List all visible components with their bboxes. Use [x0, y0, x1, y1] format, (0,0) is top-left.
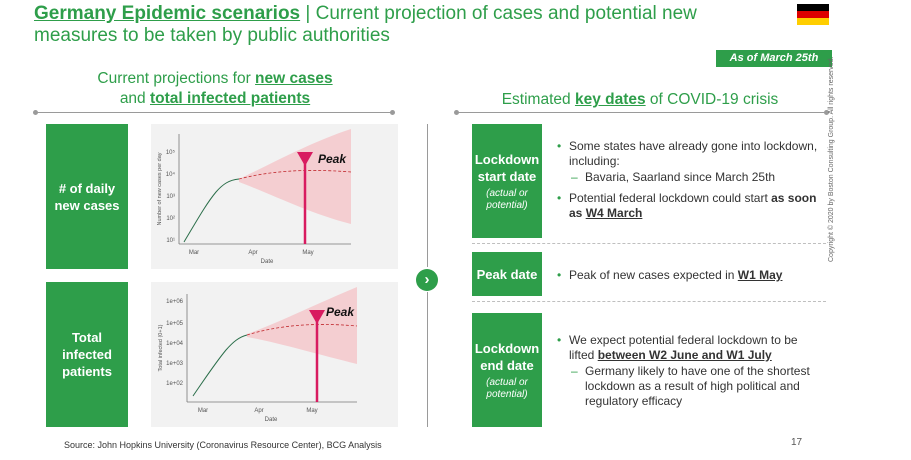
- x-ticks: Mar Apr May: [198, 408, 318, 414]
- source-note: Source: John Hopkins University (Coronav…: [64, 440, 382, 450]
- divider-dot: [33, 110, 38, 115]
- y-tick-label: 1e+06: [166, 299, 184, 305]
- sub-bullet: Bavaria, Saarland since March 25th: [569, 170, 825, 185]
- y-tick-label: 10³: [166, 194, 175, 200]
- y-tick-label: 1e+05: [166, 321, 184, 327]
- chevron-right-icon: ›: [416, 269, 438, 291]
- total-infected-chart: 1e+02 1e+03 1e+04 1e+05 1e+06 Mar Apr Ma…: [151, 282, 398, 427]
- x-tick-label: Mar: [189, 250, 199, 256]
- projection-line: [246, 324, 358, 336]
- y-tick-label: 10⁴: [166, 171, 176, 178]
- x-tick-label: Mar: [198, 408, 208, 414]
- actual-cases-line: [192, 334, 248, 397]
- y-tick-label: 1e+02: [166, 381, 184, 387]
- germany-flag-icon: [797, 4, 829, 25]
- column-separator: [427, 124, 428, 267]
- right-divider: [458, 112, 826, 113]
- peak-marker-triangle: [297, 152, 313, 166]
- daily-new-cases-label: # of daily new cases: [46, 124, 128, 269]
- sub-bullet: Germany likely to have one of the shorte…: [569, 364, 825, 409]
- y-axis-label: Number of new cases per day: [157, 152, 163, 225]
- peak-label: Peak: [318, 152, 347, 166]
- projection-cone: [239, 129, 351, 224]
- lockdown-start-label: Lockdown start date (actual or potential…: [472, 124, 542, 238]
- actual-cases-line: [183, 178, 240, 243]
- y-tick-label: 10¹: [166, 238, 175, 244]
- x-tick-label: Apr: [248, 250, 257, 256]
- y-tick-label: 10²: [166, 216, 175, 222]
- daily-cases-chart: 10¹ 10² 10³ 10⁴ 10⁵ Mar Apr May Date Num…: [151, 124, 398, 269]
- projection-line: [238, 170, 352, 180]
- as-of-badge: As of March 25th: [716, 50, 832, 67]
- peak-date-bullets: Peak of new cases expected in W1 May: [555, 268, 825, 289]
- total-infected-label: Total infected patients: [46, 282, 128, 427]
- divider-dot: [454, 110, 459, 115]
- x-axis-label: Date: [261, 259, 274, 265]
- y-ticks: 10¹ 10² 10³ 10⁴ 10⁵: [166, 149, 176, 244]
- x-tick-label: May: [302, 250, 313, 256]
- peak-label: Peak: [326, 305, 355, 319]
- column-separator: [427, 292, 428, 427]
- peak-date-label: Peak date: [472, 252, 542, 296]
- y-ticks: 1e+02 1e+03 1e+04 1e+05 1e+06: [166, 299, 184, 387]
- y-tick-label: 1e+04: [166, 341, 184, 347]
- lockdown-end-bullets: We expect potential federal lockdown to …: [555, 333, 825, 415]
- lockdown-start-bullets: Some states have already gone into lockd…: [555, 139, 825, 227]
- lockdown-end-label: Lockdown end date (actual or potential): [472, 313, 542, 427]
- left-divider: [37, 112, 392, 113]
- page-number: 17: [791, 437, 803, 448]
- x-ticks: Mar Apr May: [189, 250, 314, 256]
- x-axis-label: Date: [265, 417, 278, 423]
- left-heading: Current projections for new cases and to…: [97, 70, 333, 107]
- divider-dot: [390, 110, 395, 115]
- page-title: Germany Epidemic scenarios | Current pro…: [34, 3, 697, 46]
- peak-marker-triangle: [309, 310, 325, 324]
- row-divider: [472, 243, 826, 244]
- x-tick-label: Apr: [254, 408, 263, 414]
- y-tick-label: 10⁵: [166, 149, 176, 156]
- x-tick-label: May: [306, 408, 317, 414]
- copyright-note: Copyright © 2020 by Boston Consulting Gr…: [828, 56, 835, 262]
- divider-dot: [824, 110, 829, 115]
- y-tick-label: 1e+03: [166, 361, 184, 367]
- right-heading: Estimated key dates of COVID-19 crisis: [501, 91, 779, 108]
- row-divider: [472, 301, 826, 302]
- y-axis-label: Total infected (0+1): [158, 324, 164, 371]
